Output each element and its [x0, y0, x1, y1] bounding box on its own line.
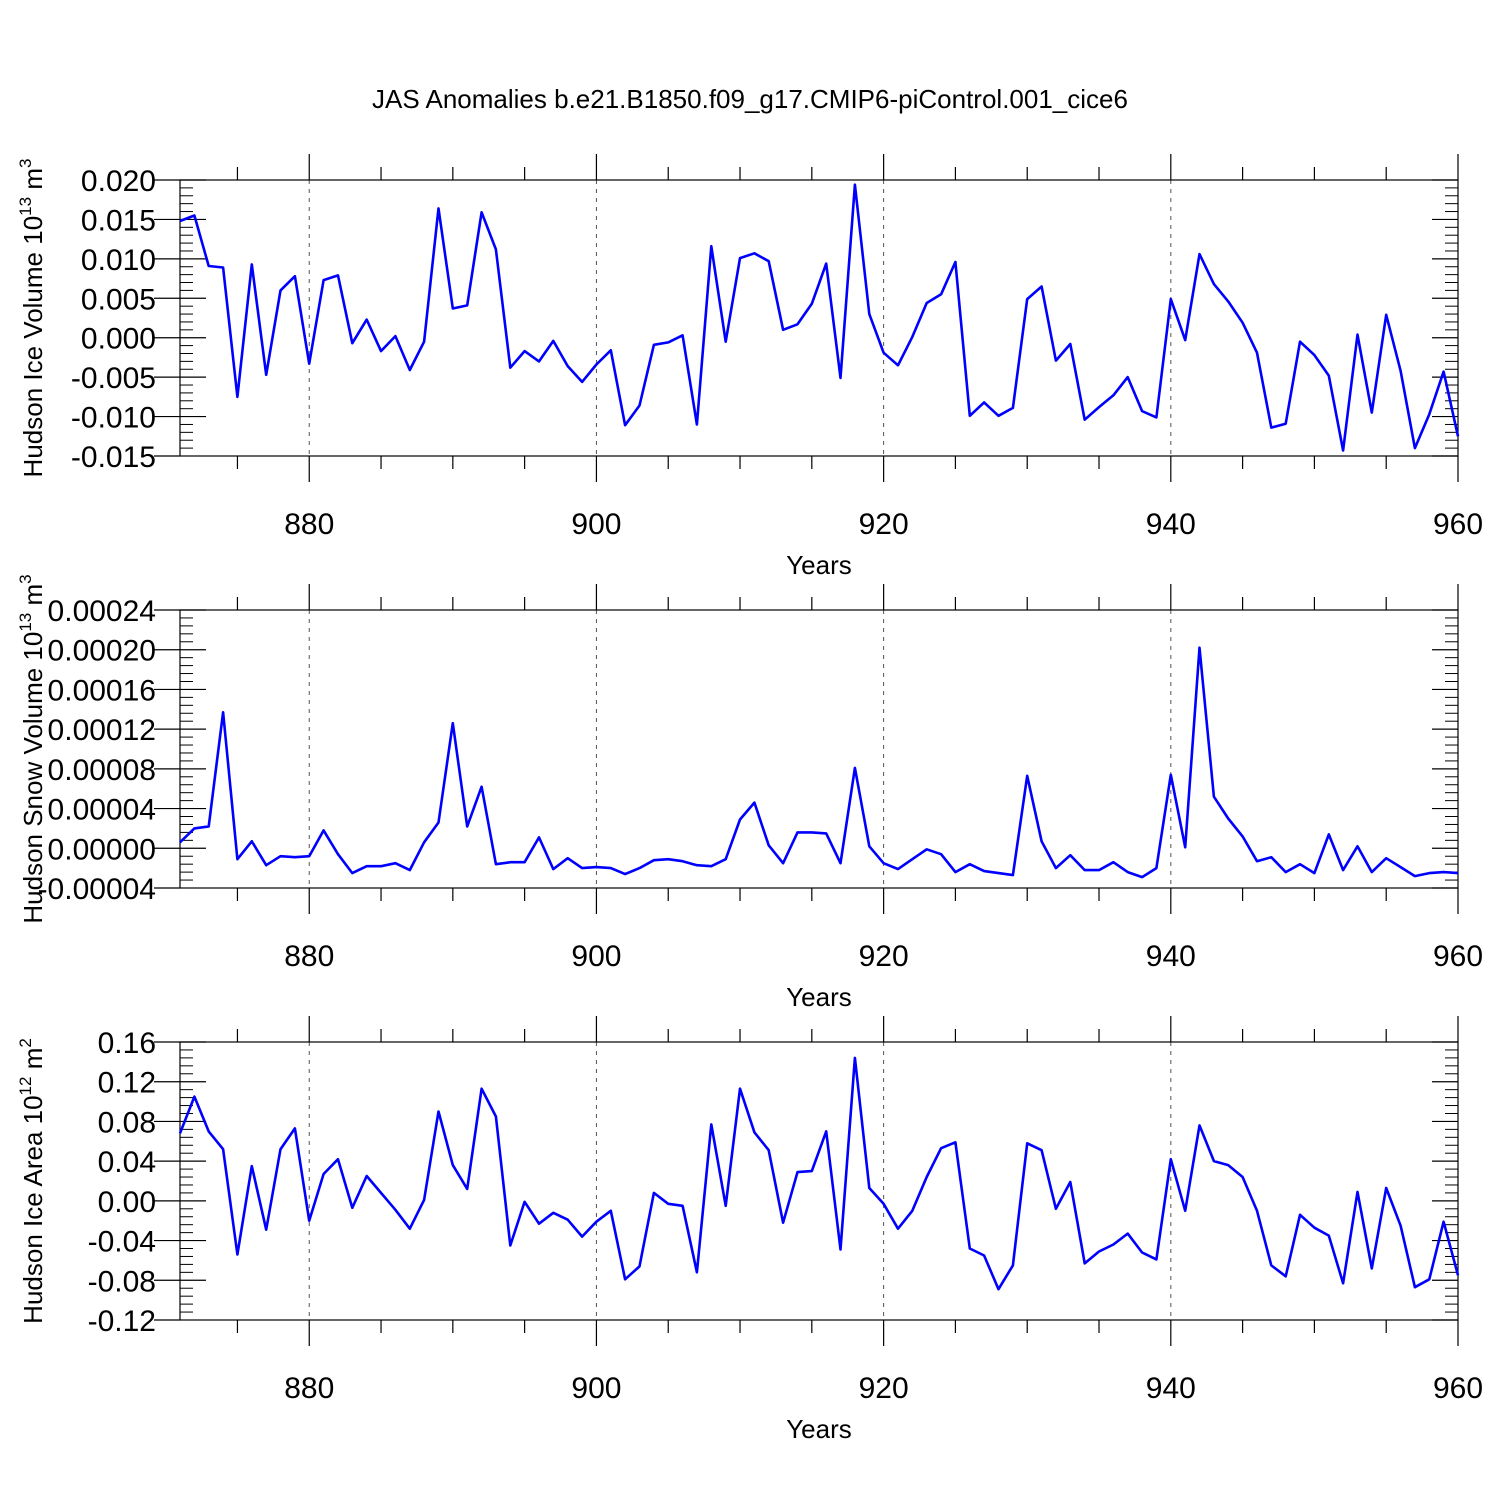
x-tick-label: 900: [571, 940, 621, 973]
x-tick-label: 900: [571, 1372, 621, 1405]
plot-frame: [179, 179, 1459, 457]
x-tick-label: 880: [284, 1372, 334, 1405]
y-tick-label: 0.12: [98, 1067, 156, 1100]
y-tick-label: 0.04: [98, 1146, 156, 1179]
y-tick-label: 0.00024: [48, 595, 156, 628]
y-tick-label: -0.010: [71, 402, 156, 435]
y-tick-label: 0.08: [98, 1106, 156, 1139]
y-tick-label: 0.00: [98, 1186, 156, 1219]
x-tick-label: 920: [859, 508, 909, 541]
y-tick-label: -0.04: [88, 1226, 156, 1259]
x-tick-label: 940: [1146, 940, 1196, 973]
plot-frame: [179, 1041, 1459, 1321]
x-tick-label: 960: [1433, 1372, 1483, 1405]
x-axis-label: Years: [786, 982, 852, 1012]
panel-2: 880 900 920 940 960 0.00024 0.00020 0.00016 0.00…: [16, 574, 1483, 1012]
y-tick-label: 0.015: [81, 204, 156, 237]
x-tick-label: 920: [859, 940, 909, 973]
y-tick-label: 0.16: [98, 1027, 156, 1060]
x-tick-label: 920: [859, 1372, 909, 1405]
plot-frame: [179, 609, 1459, 889]
y-tick-label: 0.00012: [48, 714, 156, 747]
y-tick-label: 0.00008: [48, 754, 156, 787]
x-tick-label: 940: [1146, 1372, 1196, 1405]
panel-3: 880 900 920 940 960 0.16 0.12 0.08 0.04 0.00 -0.04…: [16, 1016, 1483, 1444]
y-axis-label: Hudson Snow Volume 1013 m3: [16, 574, 48, 923]
series-line: [179, 183, 1460, 452]
y-tick-label: -0.005: [71, 362, 156, 395]
x-tick-label: 960: [1433, 940, 1483, 973]
x-tick-label: 960: [1433, 508, 1483, 541]
y-tick-label: 0.00004: [48, 794, 156, 827]
x-tick-label: 900: [571, 508, 621, 541]
y-tick-label: -0.12: [88, 1305, 156, 1338]
x-tick-label: 940: [1146, 508, 1196, 541]
y-tick-label: 0.020: [81, 165, 156, 198]
y-axis-label: Hudson Ice Area 1012 m2: [16, 1038, 48, 1324]
y-tick-label: 0.010: [81, 244, 156, 277]
y-tick-label: -0.015: [71, 441, 156, 474]
y-axis-label: Hudson Ice Volume 1013 m3: [16, 159, 48, 478]
y-tick-label: -0.08: [88, 1265, 156, 1298]
y-tick-label: 0.00016: [48, 674, 156, 707]
x-tick-label: 880: [284, 508, 334, 541]
x-axis-label: Years: [786, 1414, 852, 1444]
chart-title: JAS Anomalies b.e21.B1850.f09_g17.CMIP6-…: [372, 84, 1128, 114]
y-tick-label: 0.000: [81, 323, 156, 356]
y-tick-label: -0.00004: [38, 873, 156, 906]
y-tick-label: 0.00020: [48, 635, 156, 668]
x-axis-label: Years: [786, 550, 852, 580]
y-tick-label: 0.00000: [48, 833, 156, 866]
series-line: [179, 646, 1459, 879]
y-tick-label: 0.005: [81, 283, 156, 316]
x-tick-label: 880: [284, 940, 334, 973]
panel-1: 880 900 920 940 960 0.020 0.015 0.010 0.005 0.000…: [16, 154, 1483, 580]
series-line: [178, 1056, 1460, 1291]
